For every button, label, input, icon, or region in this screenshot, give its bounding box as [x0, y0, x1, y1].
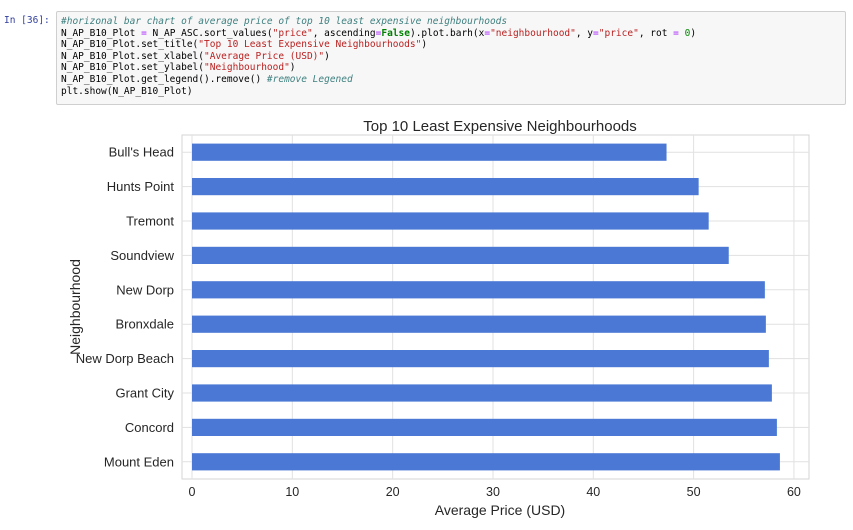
bar [192, 418, 777, 436]
code-token: "Top 10 Least Expensive Neighbourhoods" [198, 39, 422, 51]
y-tick-label: New Dorp [116, 282, 174, 297]
code-token: = [593, 27, 599, 39]
x-tick-label: 10 [285, 485, 299, 499]
code-token: N_AP_B10_Plot.set_ylabel( [61, 62, 204, 74]
bar [192, 143, 667, 161]
cell-output: Bull's Head Hunts Point Tremont Soundview Ne… [0, 110, 853, 525]
code-token: = [484, 27, 491, 39]
code-token: "price" [598, 27, 639, 39]
code-token: , y [575, 27, 594, 39]
x-tick-label: 50 [687, 485, 701, 499]
y-tick-label: Concord [125, 420, 174, 435]
x-tick-label: 40 [586, 485, 600, 499]
bar-chart: Bull's Head Hunts Point Tremont Soundview Ne… [67, 118, 810, 518]
bar [192, 178, 699, 196]
y-tick-label: Tremont [126, 214, 174, 229]
code-line: N_AP_B10_Plot.get_legend().remove() #rem… [61, 74, 845, 86]
cell-prompt: In [36]: [4, 15, 50, 26]
code-line: N_AP_B10_Plot.set_xlabel("Average Price … [61, 51, 845, 63]
code-token: , rot [638, 27, 674, 39]
bar [192, 281, 765, 299]
code-line: N_AP_B10_Plot.set_title("Top 10 Least Ex… [61, 39, 845, 51]
code-token: #remove Legened [266, 73, 353, 85]
bar [192, 246, 729, 264]
code-token: "neighbourhood" [490, 27, 576, 39]
code-line: plt.show(N_AP_B10_Plot) [61, 86, 845, 98]
code-token: = [375, 27, 382, 39]
bar [192, 350, 769, 368]
y-tick-label: Bronxdale [115, 317, 174, 332]
code-token: N_AP_ASC.sort_values( [146, 27, 273, 39]
code-token: N_AP_B10_Plot.set_xlabel( [61, 50, 204, 62]
bar [192, 453, 780, 471]
x-tick-label: 30 [486, 485, 500, 499]
y-tick-label: Bull's Head [109, 145, 174, 160]
code-token: False [381, 27, 410, 39]
code-token: ) [324, 50, 330, 62]
code-token: "price" [272, 27, 313, 39]
code-line: #horizonal bar chart of average price of… [61, 16, 845, 28]
code-token: , ascending [312, 27, 376, 39]
code-cell-input[interactable]: #horizonal bar chart of average price of… [56, 11, 846, 105]
code-token: ) [690, 27, 697, 39]
chart-title: Top 10 Least Expensive Neighbourhoods [363, 118, 637, 135]
x-tick-label: 60 [787, 485, 801, 499]
code-token: plt.show(N_AP_B10_Plot) [61, 85, 193, 97]
x-tick-label: 20 [386, 485, 400, 499]
bar [192, 315, 766, 333]
y-tick-label: Grant City [115, 386, 174, 401]
code-token: ).plot.barh(x [409, 27, 485, 39]
code-token: ) [289, 62, 296, 74]
y-tick-label: New Dorp Beach [76, 351, 174, 366]
code-token: "Neighbourhood" [204, 62, 290, 74]
code-line: N_AP_B10_Plot = N_AP_ASC.sort_values("pr… [61, 28, 845, 40]
bar [192, 384, 772, 402]
code-token: #horizonal bar chart of average price of… [61, 16, 508, 27]
code-token: = [141, 27, 147, 39]
y-axis-label: Neighbourhood [67, 259, 83, 355]
x-tick-label: 0 [189, 485, 196, 499]
y-tick-label: Hunts Point [107, 179, 175, 194]
code-token: = [673, 27, 679, 39]
y-tick-label: Mount Eden [104, 454, 174, 469]
code-token: 0 [678, 27, 691, 39]
bar [192, 212, 709, 230]
code-token: N_AP_B10_Plot.set_title( [61, 39, 199, 51]
code-token: N_AP_B10_Plot.get_legend().remove() [61, 73, 267, 85]
code-token: N_AP_B10_Plot [61, 27, 142, 39]
x-axis-label: Average Price (USD) [435, 502, 565, 518]
y-tick-label: Soundview [110, 248, 174, 263]
code-token: ) [421, 39, 428, 51]
code-line: N_AP_B10_Plot.set_ylabel("Neighbourhood"… [61, 62, 845, 74]
code-token: "Average Price (USD)" [204, 50, 325, 62]
